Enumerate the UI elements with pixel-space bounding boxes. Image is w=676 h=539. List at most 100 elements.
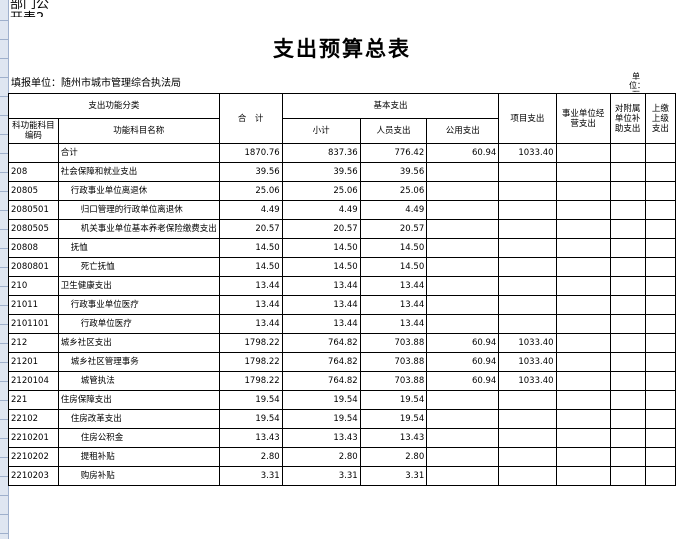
cell-business bbox=[555, 428, 611, 448]
cell-project bbox=[498, 276, 557, 296]
cell-upper bbox=[644, 409, 676, 429]
cell-personnel: 703.88 bbox=[359, 371, 428, 391]
cell-upper bbox=[644, 276, 676, 296]
header-category: 支出功能分类 bbox=[8, 93, 220, 119]
cell-subtotal: 13.43 bbox=[281, 428, 361, 448]
cell-public bbox=[426, 219, 500, 239]
header-basic: 基本支出 bbox=[281, 93, 500, 119]
cell-business bbox=[555, 238, 611, 258]
cell-name: 住房公积金 bbox=[57, 428, 220, 448]
cell-project: 1033.40 bbox=[498, 333, 557, 353]
cell-name: 行政单位医疗 bbox=[57, 314, 220, 334]
cell-code: 2210203 bbox=[8, 466, 59, 486]
cell-upper bbox=[644, 428, 676, 448]
cell-upper bbox=[644, 219, 676, 239]
cell-public: 60.94 bbox=[426, 352, 500, 372]
cell-subtotal: 4.49 bbox=[281, 200, 361, 220]
table-row: 20808 抚恤 14.50 14.50 14.50 bbox=[8, 238, 676, 258]
cell-subtotal: 14.50 bbox=[281, 238, 361, 258]
cell-upper bbox=[644, 143, 676, 163]
table-row: 2210203 购房补贴 3.31 3.31 3.31 bbox=[8, 466, 676, 486]
cell-personnel: 703.88 bbox=[359, 352, 428, 372]
table-row: 2120104 城管执法 1798.22 764.82 703.88 60.94 1033.… bbox=[8, 371, 676, 391]
cell-upper bbox=[644, 238, 676, 258]
header-project: 项目支出 bbox=[498, 93, 557, 144]
cell-total: 4.49 bbox=[218, 200, 283, 220]
table-row: 2080801 死亡抚恤 14.50 14.50 14.50 bbox=[8, 257, 676, 277]
table-row: 合计 1870.76 837.36 776.42 60.94 1033.40 bbox=[8, 143, 676, 163]
cell-name: 城乡社区支出 bbox=[57, 333, 220, 353]
cell-name: 抚恤 bbox=[57, 238, 220, 258]
cell-code: 212 bbox=[8, 333, 59, 353]
cell-name: 死亡抚恤 bbox=[57, 257, 220, 277]
cell-business bbox=[555, 466, 611, 486]
cell-total: 13.44 bbox=[218, 314, 283, 334]
cell-public bbox=[426, 238, 500, 258]
cell-public: 60.94 bbox=[426, 143, 500, 163]
cell-business bbox=[555, 314, 611, 334]
cell-code: 20805 bbox=[8, 181, 59, 201]
cell-subsidy bbox=[609, 276, 646, 296]
cell-business bbox=[555, 181, 611, 201]
cell-business bbox=[555, 371, 611, 391]
cell-subsidy bbox=[609, 314, 646, 334]
table-row: 20805 行政事业单位离退休 25.06 25.06 25.06 bbox=[8, 181, 676, 201]
cell-name: 行政事业单位离退休 bbox=[57, 181, 220, 201]
cell-project bbox=[498, 409, 557, 429]
cell-subsidy bbox=[609, 409, 646, 429]
header-total: 合 计 bbox=[218, 93, 283, 144]
cell-personnel: 13.44 bbox=[359, 295, 428, 315]
cell-name: 归口管理的行政单位离退休 bbox=[57, 200, 220, 220]
cell-name: 卫生健康支出 bbox=[57, 276, 220, 296]
cell-code: 2080501 bbox=[8, 200, 59, 220]
cell-personnel: 39.56 bbox=[359, 162, 428, 182]
cell-total: 1798.22 bbox=[218, 333, 283, 353]
cell-total: 14.50 bbox=[218, 238, 283, 258]
cell-upper bbox=[644, 390, 676, 410]
cell-project bbox=[498, 219, 557, 239]
cell-subsidy bbox=[609, 181, 646, 201]
cell-total: 13.44 bbox=[218, 295, 283, 315]
cell-subsidy bbox=[609, 352, 646, 372]
cell-name: 城乡社区管理事务 bbox=[57, 352, 220, 372]
cell-personnel: 14.50 bbox=[359, 257, 428, 277]
cell-code: 2120104 bbox=[8, 371, 59, 391]
cell-code: 2080505 bbox=[8, 219, 59, 239]
cell-public bbox=[426, 466, 500, 486]
cell-personnel: 703.88 bbox=[359, 333, 428, 353]
cell-code: 2210202 bbox=[8, 447, 59, 467]
cell-personnel: 3.31 bbox=[359, 466, 428, 486]
header-business: 事业单位经营支出 bbox=[555, 93, 611, 144]
cell-subsidy bbox=[609, 447, 646, 467]
cell-business bbox=[555, 143, 611, 163]
cell-personnel: 14.50 bbox=[359, 238, 428, 258]
cell-project bbox=[498, 390, 557, 410]
cell-total: 19.54 bbox=[218, 390, 283, 410]
cell-total: 1870.76 bbox=[218, 143, 283, 163]
cell-code: 21011 bbox=[8, 295, 59, 315]
cell-project: 1033.40 bbox=[498, 371, 557, 391]
cell-subsidy bbox=[609, 143, 646, 163]
sheet-label: 部门公开表2 bbox=[10, 0, 50, 17]
cell-subtotal: 25.06 bbox=[281, 181, 361, 201]
header-name: 功能科目名称 bbox=[57, 118, 220, 144]
cell-subsidy bbox=[609, 257, 646, 277]
cell-upper bbox=[644, 447, 676, 467]
cell-project bbox=[498, 257, 557, 277]
cell-subsidy bbox=[609, 333, 646, 353]
header-upper: 上缴上级支出 bbox=[644, 93, 676, 144]
cell-public bbox=[426, 200, 500, 220]
table-row: 2080501 归口管理的行政单位离退休 4.49 4.49 4.49 bbox=[8, 200, 676, 220]
cell-public bbox=[426, 162, 500, 182]
cell-name: 行政事业单位医疗 bbox=[57, 295, 220, 315]
cell-project bbox=[498, 295, 557, 315]
cell-public: 60.94 bbox=[426, 333, 500, 353]
table-row: 2210201 住房公积金 13.43 13.43 13.43 bbox=[8, 428, 676, 448]
header-subtotal: 小计 bbox=[281, 118, 361, 144]
cell-public bbox=[426, 314, 500, 334]
cell-subtotal: 19.54 bbox=[281, 409, 361, 429]
cell-personnel: 13.44 bbox=[359, 314, 428, 334]
cell-subtotal: 13.44 bbox=[281, 276, 361, 296]
cell-subtotal: 3.31 bbox=[281, 466, 361, 486]
cell-subsidy bbox=[609, 162, 646, 182]
